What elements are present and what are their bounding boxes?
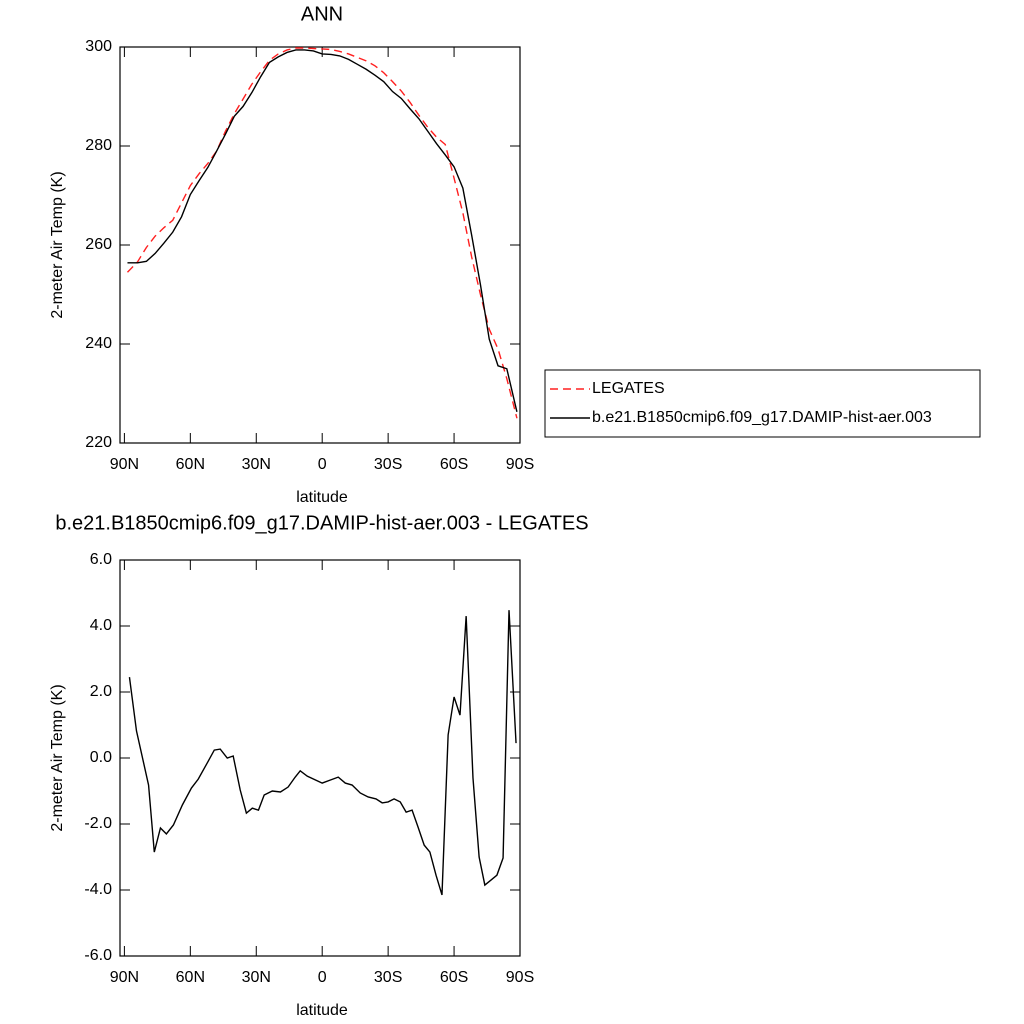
x-tick-label: 60N [176,969,205,986]
x-tick-label: 90S [506,456,534,473]
y-tick-label: -4.0 [84,881,112,898]
x-tick-label: 30S [374,969,402,986]
series-line [128,610,517,896]
y-tick-label: 300 [85,38,112,55]
y-tick-label: -6.0 [84,947,112,964]
legend-label: b.e21.B1850cmip6.f09_g17.DAMIP-hist-aer.… [592,409,932,426]
chart-title: ANN [301,3,343,25]
legend-box [544,369,981,438]
y-tick-label: 4.0 [90,617,112,634]
series-line [127,49,518,412]
y-tick-label: 6.0 [90,551,112,568]
x-tick-label: 30S [374,456,402,473]
x-tick-label: 90N [110,969,139,986]
y-axis-label: 2-meter Air Temp (K) [49,684,66,831]
y-tick-label: 0.0 [90,749,112,766]
y-tick-label: 220 [85,434,112,451]
y-axis-label: 2-meter Air Temp (K) [49,171,66,318]
x-tick-label: 30N [242,969,271,986]
x-tick-label: 90S [506,969,534,986]
y-tick-label: 2.0 [90,683,112,700]
chart-title: b.e21.B1850cmip6.f09_g17.DAMIP-hist-aer.… [55,512,588,534]
series-line [126,47,518,419]
x-tick-label: 90N [110,456,139,473]
plot-frame [119,46,521,444]
y-tick-label: 280 [85,137,112,154]
y-tick-label: -2.0 [84,815,112,832]
legend-label: LEGATES [592,380,665,397]
x-tick-label: 60N [176,456,205,473]
x-tick-label: 0 [318,456,327,473]
x-tick-label: 60S [440,969,468,986]
x-axis-label: latitude [296,1002,348,1019]
x-axis-label: latitude [296,489,348,506]
y-tick-label: 240 [85,335,112,352]
plot-frame [119,559,521,957]
x-tick-label: 60S [440,456,468,473]
y-tick-label: 260 [85,236,112,253]
x-tick-label: 0 [318,969,327,986]
x-tick-label: 30N [242,456,271,473]
